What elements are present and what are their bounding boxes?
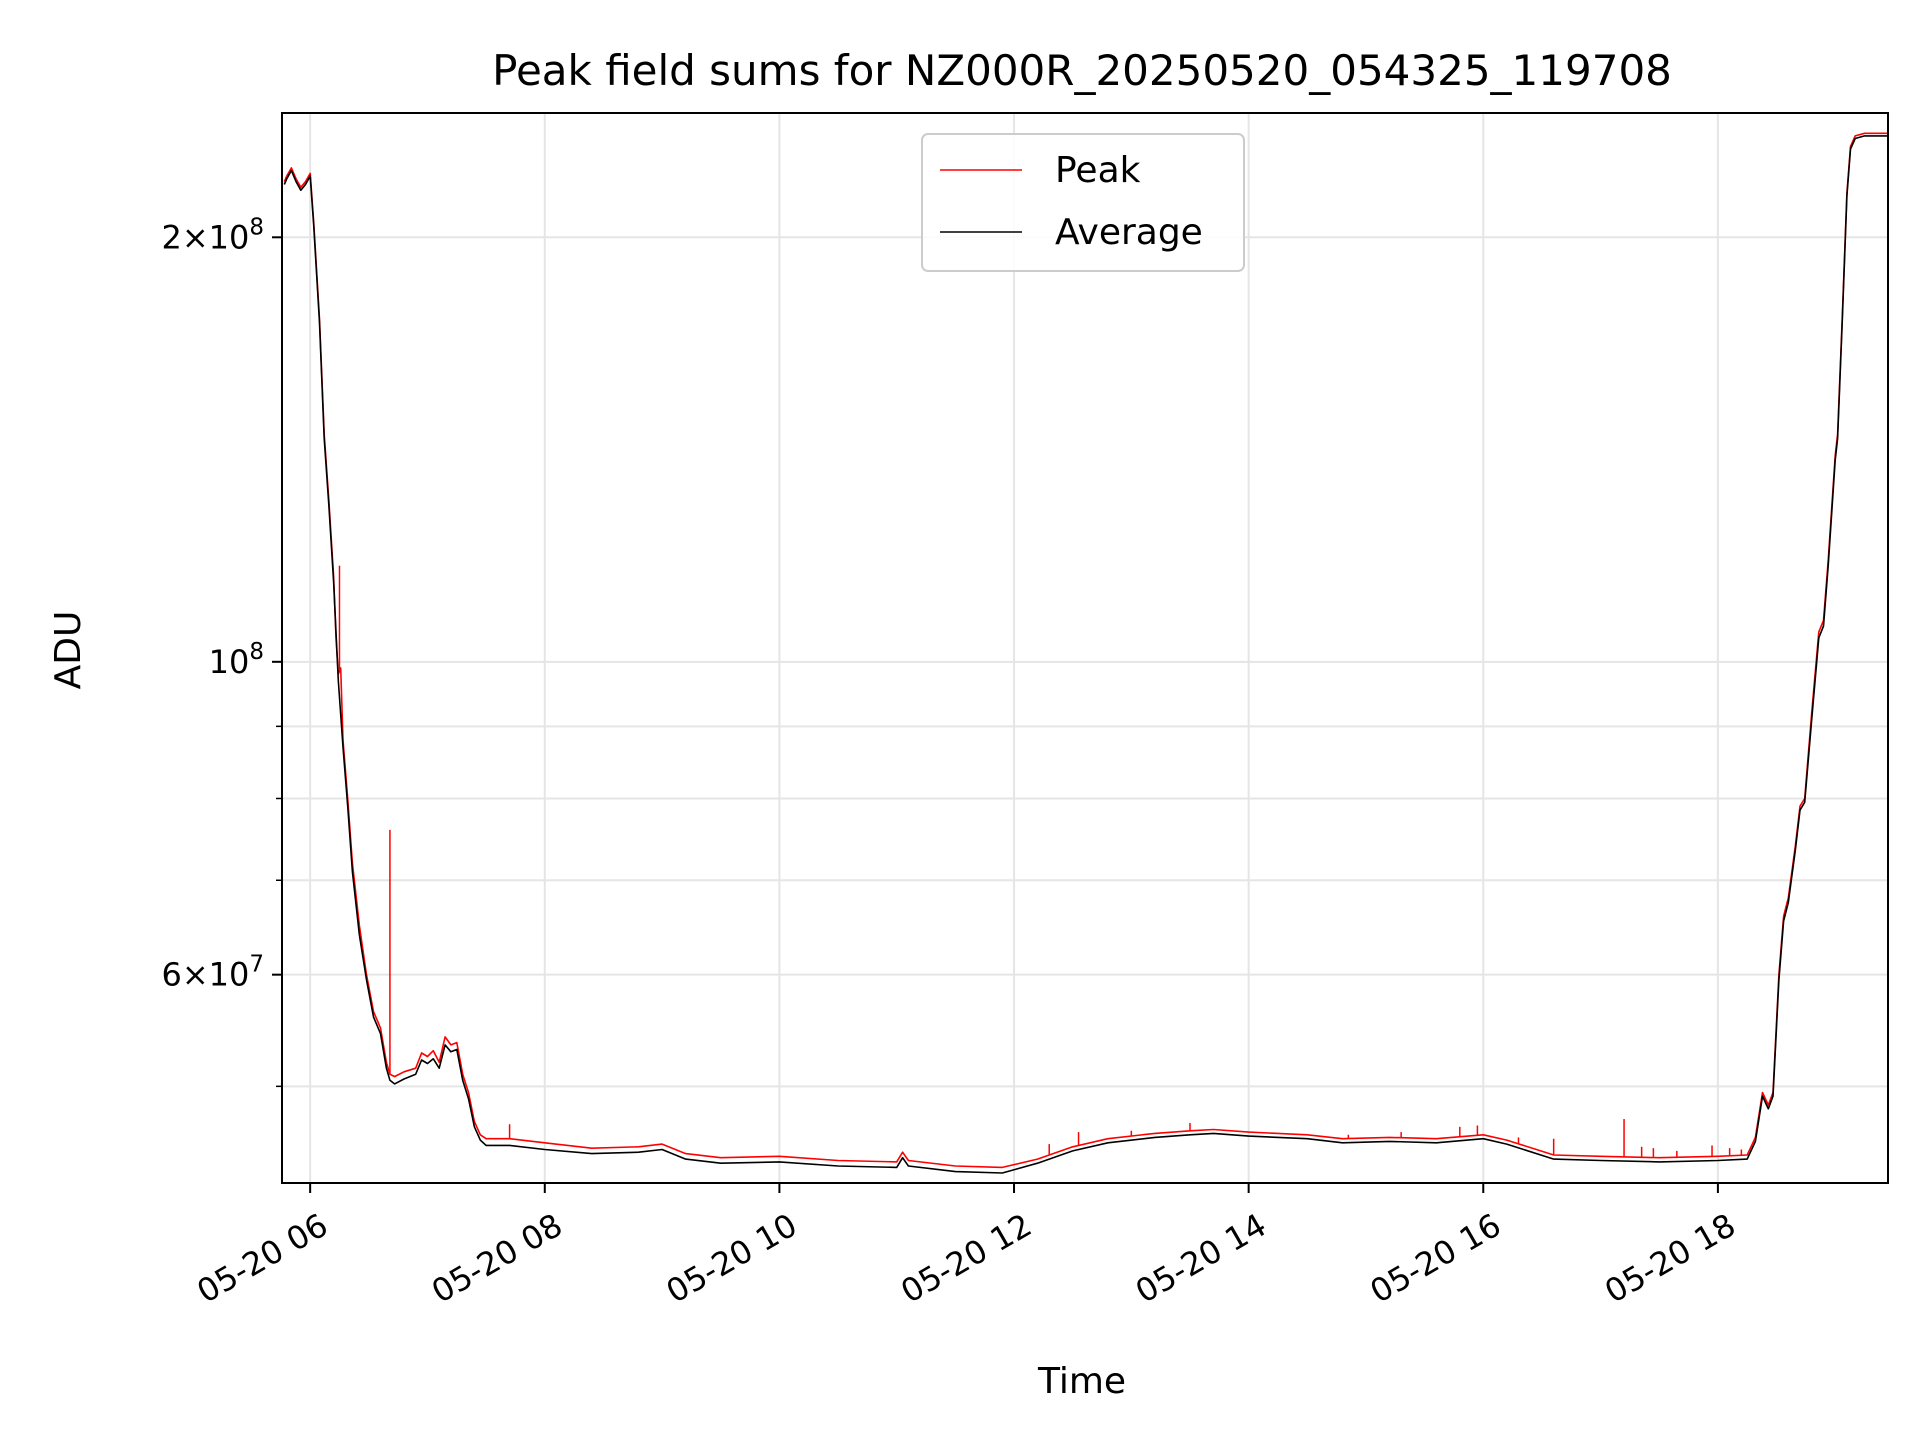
chart-title: Peak field sums for NZ000R_20250520_0543… xyxy=(492,46,1672,95)
y-tick-label: 108 xyxy=(209,639,264,681)
series-layer xyxy=(283,132,1888,1174)
legend-box xyxy=(921,133,1245,272)
series-group xyxy=(283,132,1888,1174)
series-line-average xyxy=(283,135,1888,1174)
y-axis-label: ADU xyxy=(48,611,89,690)
legend: Peak Average xyxy=(921,133,1245,272)
y-tick-label: 6×107 xyxy=(161,952,264,994)
grid xyxy=(282,113,1888,1183)
legend-label-peak: Peak xyxy=(1055,150,1141,191)
x-axis-label: Time xyxy=(1037,1361,1126,1402)
legend-label-average: Average xyxy=(1055,212,1203,253)
plot-frame xyxy=(281,112,1889,1184)
y-tick-label: 2×108 xyxy=(161,214,264,256)
